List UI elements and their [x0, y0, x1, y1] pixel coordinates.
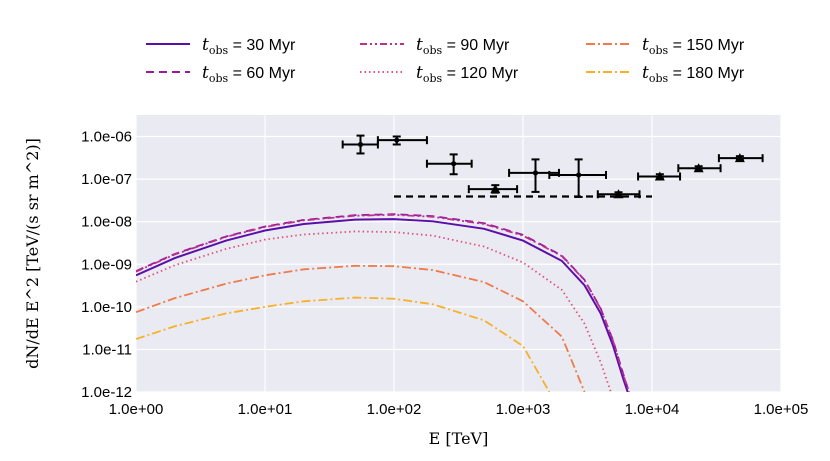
data-point	[341, 134, 379, 155]
x-tick-label: 1.0e+05	[754, 401, 809, 418]
grid-lines	[135, 115, 782, 393]
y-tick-label: 1.0e-10	[81, 299, 132, 316]
series-line	[136, 264, 586, 392]
x-tick-label: 1.0e+02	[367, 401, 422, 418]
x-tick-label: 1.0e+01	[238, 401, 293, 418]
legend-entry: tobs = 180 Myr	[586, 63, 745, 85]
y-axis-ticks: 1.0e-12 1.0e-11 1.0e-10 1.0e-09 1.0e-08 1.0e-…	[81, 129, 132, 401]
legend-label: tobs = 180 Myr	[642, 63, 745, 85]
y-tick-label: 1.0e-06	[81, 129, 132, 146]
data-point	[508, 158, 560, 193]
legend-label: tobs = 90 Myr	[416, 35, 510, 57]
series-line	[136, 218, 629, 392]
data-point	[596, 189, 641, 199]
y-tick-label: 1.0e-09	[81, 256, 132, 273]
data-point	[548, 158, 608, 198]
y-tick-label: 1.0e-11	[82, 341, 132, 358]
series-line	[136, 230, 612, 392]
data-point	[677, 163, 722, 173]
legend-label: tobs = 150 Myr	[642, 35, 745, 57]
data-point	[717, 153, 764, 163]
legend-label: tobs = 60 Myr	[202, 63, 296, 85]
data-point	[467, 184, 519, 194]
data-point	[376, 135, 428, 146]
legend-label: tobs = 30 Myr	[202, 35, 296, 57]
legend-entry: tobs = 150 Myr	[586, 35, 745, 57]
data-points-layer	[341, 134, 764, 199]
chart-legend: tobs = 30 Myr tobs = 60 Myr tobs = 90 Myr t…	[146, 35, 745, 85]
y-axis-label: dN/dE E^2 [TeV/(s sr m^2)]	[23, 138, 42, 369]
data-point	[425, 153, 473, 176]
series-line	[136, 296, 551, 392]
data-point	[637, 171, 682, 181]
legend-entry: tobs = 120 Myr	[360, 63, 519, 85]
y-tick-label: 1.0e-12	[81, 384, 132, 401]
x-axis-label: E [TeV]	[429, 429, 489, 448]
x-tick-label: 1.0e+00	[109, 401, 164, 418]
x-axis-ticks: 1.0e+00 1.0e+01 1.0e+02 1.0e+03 1.0e+04 1.0e+…	[109, 401, 809, 418]
y-tick-label: 1.0e-08	[81, 214, 132, 231]
y-tick-label: 1.0e-07	[81, 171, 132, 188]
legend-entry: tobs = 60 Myr	[146, 63, 296, 85]
x-tick-label: 1.0e+04	[625, 401, 680, 418]
series-line	[136, 213, 630, 392]
plot-area	[136, 115, 781, 392]
x-tick-label: 1.0e+03	[496, 401, 551, 418]
legend-entry: tobs = 30 Myr	[146, 35, 296, 57]
series-layer	[136, 213, 630, 392]
legend-label: tobs = 120 Myr	[416, 63, 519, 85]
legend-entry: tobs = 90 Myr	[360, 35, 510, 57]
